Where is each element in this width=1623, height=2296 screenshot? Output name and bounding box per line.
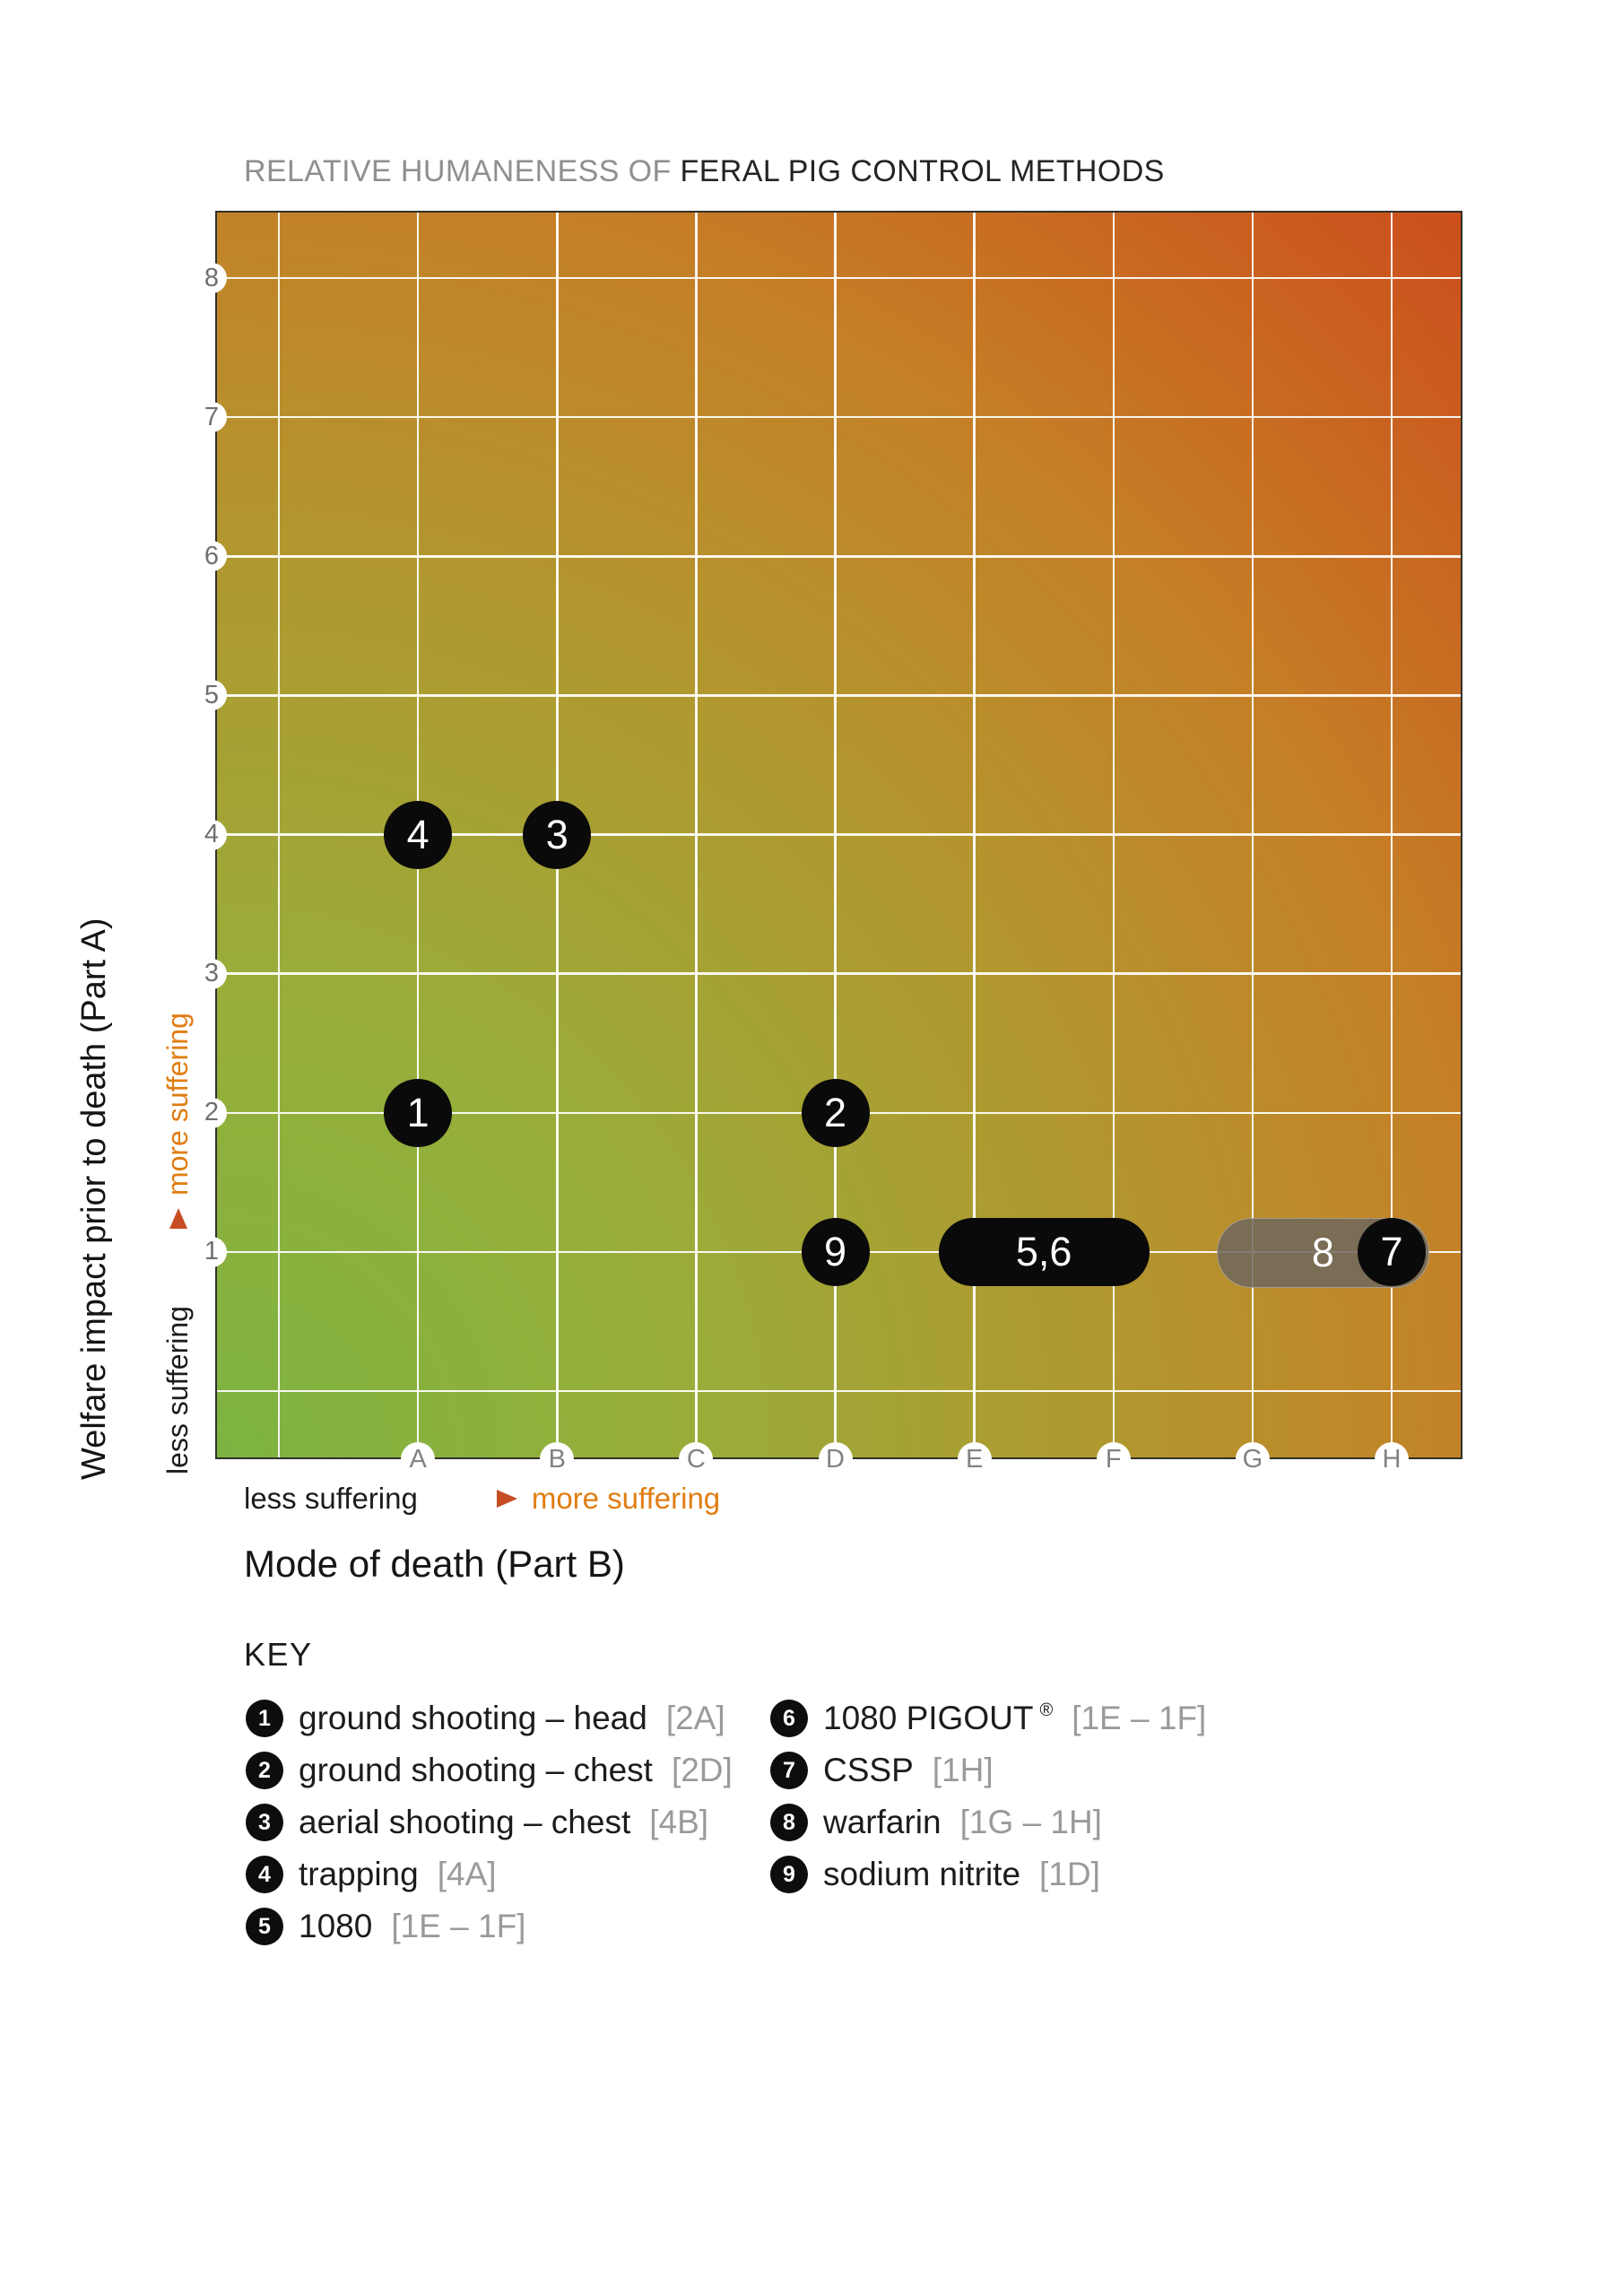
key-item-8: 8 warfarin [1G – 1H] [770, 1804, 1206, 1841]
key-label-9: sodium nitrite [823, 1856, 1021, 1892]
key-grid-ref-6: [1E – 1F] [1072, 1700, 1207, 1736]
key-grid-ref-7: [1H] [932, 1752, 994, 1788]
gridline-horizontal [215, 555, 1462, 558]
gridline-horizontal [215, 276, 1462, 280]
key-badge-1: 1 [246, 1700, 283, 1737]
key-grid-ref-4: [4A] [437, 1856, 497, 1892]
marker-9: 9 [801, 1217, 870, 1286]
y-tick-1: 1 [196, 1236, 227, 1267]
suffering-arrow-icon [431, 1490, 517, 1508]
key-grid-ref-3: [4B] [649, 1804, 709, 1840]
y-more-suffering-label: more suffering [161, 1013, 194, 1196]
gridline-horizontal [215, 415, 1462, 419]
key-label-1: ground shooting – head [299, 1700, 647, 1736]
suffering-arrow-icon [169, 1208, 187, 1294]
y-tick-7: 7 [196, 402, 227, 433]
key-label-6: 1080 PIGOUT [823, 1700, 1034, 1736]
x-tick-A: A [401, 1442, 436, 1476]
page-title-strong: FERAL PIG CONTROL METHODS [680, 154, 1165, 188]
key-item-2: 2 ground shooting – chest [2D] [246, 1752, 733, 1789]
key-label-4: trapping [299, 1856, 419, 1892]
y-tick-4: 4 [196, 819, 227, 850]
gridline-horizontal [215, 1389, 1462, 1393]
key-item-1: 1 ground shooting – head [2A] [246, 1700, 733, 1737]
x-axis-title: Mode of death (Part B) [244, 1543, 625, 1585]
key-badge-2: 2 [246, 1752, 283, 1789]
x-tick-H: H [1375, 1442, 1409, 1476]
key-item-7: 7 CSSP [1H] [770, 1752, 1206, 1789]
x-tick-D: D [818, 1442, 853, 1476]
key-item-5: 5 1080 [1E – 1F] [246, 1908, 733, 1945]
x-more-suffering-label: more suffering [531, 1482, 721, 1515]
chart-area: 4 3 1 2 9 5,6 8 7 8 7 6 5 4 3 2 1 A B C D E F G H [196, 211, 1462, 1476]
gridline-vertical [1251, 211, 1254, 1459]
key-grid-ref-8: [1G – 1H] [959, 1804, 1102, 1840]
key-item-3: 3 aerial shooting – chest [4B] [246, 1804, 733, 1841]
key-item-9: 9 sodium nitrite [1D] [770, 1856, 1206, 1893]
gridline-vertical [973, 211, 976, 1459]
marker-5-6: 5,6 [938, 1217, 1150, 1286]
key-heading: KEY [244, 1636, 313, 1673]
marker-2: 2 [801, 1078, 870, 1147]
y-tick-3: 3 [196, 958, 227, 989]
key-label-5: 1080 [299, 1908, 373, 1944]
key-label-3: aerial shooting – chest [299, 1804, 631, 1840]
key-column-right: 6 1080 PIGOUT ® [1E – 1F] 7 CSSP [1H] 8 warfarin… [770, 1700, 1206, 1908]
marker-3: 3 [523, 800, 592, 869]
key-item-6: 6 1080 PIGOUT ® [1E – 1F] [770, 1700, 1206, 1737]
gridline-horizontal [215, 833, 1462, 836]
y-tick-5: 5 [196, 680, 227, 711]
y-axis-suffering-scale: less suffering more suffering [161, 972, 195, 1474]
x-tick-E: E [957, 1442, 992, 1476]
key-grid-ref-9: [1D] [1039, 1856, 1100, 1892]
key-badge-8: 8 [770, 1804, 808, 1841]
y-axis-title: Welfare impact prior to death (Part A) [75, 918, 113, 1480]
key-grid-ref-2: [2D] [671, 1752, 733, 1788]
x-axis-suffering-scale: less suffering more suffering [244, 1479, 720, 1518]
key-label-8: warfarin [823, 1804, 942, 1840]
page-title-muted: RELATIVE HUMANENESS OF [244, 154, 681, 188]
key-badge-5: 5 [246, 1908, 283, 1945]
key-badge-3: 3 [246, 1804, 283, 1841]
key-grid-ref-5: [1E – 1F] [391, 1908, 526, 1944]
key-item-4: 4 trapping [4A] [246, 1856, 733, 1893]
key-badge-4: 4 [246, 1856, 283, 1893]
x-less-suffering-label: less suffering [244, 1482, 418, 1515]
key-label-2: ground shooting – chest [299, 1752, 653, 1788]
gridline-vertical [1390, 211, 1393, 1459]
key-badge-6: 6 [770, 1700, 808, 1737]
x-tick-B: B [540, 1442, 575, 1476]
key-label-sup-6: ® [1039, 1700, 1054, 1720]
gridline-horizontal [215, 694, 1462, 697]
x-tick-F: F [1096, 1442, 1131, 1476]
key-column-left: 1 ground shooting – head [2A] 2 ground shoot… [246, 1700, 733, 1960]
y-tick-6: 6 [196, 541, 227, 572]
y-tick-2: 2 [196, 1097, 227, 1128]
marker-4: 4 [384, 800, 453, 869]
x-tick-C: C [679, 1442, 714, 1476]
marker-7: 7 [1358, 1217, 1426, 1286]
key-badge-9: 9 [770, 1856, 808, 1893]
key-badge-7: 7 [770, 1752, 808, 1789]
gridline-horizontal [215, 972, 1462, 975]
marker-1: 1 [384, 1078, 453, 1147]
gridline-vertical [1112, 211, 1115, 1459]
page-title: RELATIVE HUMANENESS OF FERAL PIG CONTROL… [244, 154, 1165, 189]
y-tick-8: 8 [196, 263, 227, 293]
key-grid-ref-1: [2A] [665, 1700, 725, 1736]
key-label-7: CSSP [823, 1752, 914, 1788]
y-less-suffering-label: less suffering [161, 1306, 194, 1474]
x-tick-G: G [1235, 1442, 1270, 1476]
